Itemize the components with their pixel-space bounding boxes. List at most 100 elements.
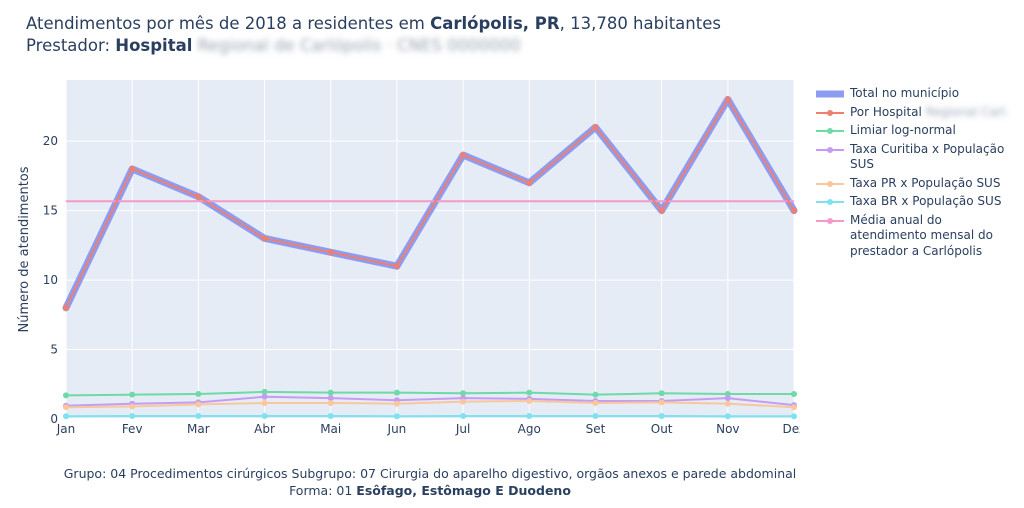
series-4-point [393,400,400,407]
series-1-point [327,249,334,256]
plot-area [66,80,794,419]
title-line-1: Atendimentos por mês de 2018 a residente… [26,13,721,35]
legend-swatch [816,146,844,153]
x-tick-label: Abr [254,422,275,436]
series-2-line [65,390,794,397]
series-4-point [658,399,665,406]
title-city: Carlópolis, PR [430,14,560,33]
footer-line-1: Grupo: 04 Procedimentos cirúrgicos Subgr… [63,466,797,481]
series-5-point [724,413,731,420]
x-tick-label: Mar [187,422,210,436]
footer-line-2: Forma: 01 Esôfago, Estômago E Duodeno [0,482,860,499]
x-tick-label: Dez [783,422,800,436]
series-2-point [724,390,731,397]
legend-swatch [816,199,844,205]
series-2-point [791,390,797,397]
y-tick-label: 10 [43,273,58,287]
x-tick-label: Jul [455,422,470,436]
series-5-point [129,412,136,419]
legend-item[interactable]: Taxa Curitiba x População SUS [812,142,1022,173]
series-4-point [261,400,268,407]
series-5-point [658,412,665,419]
series-5-point [791,413,797,420]
series-2-point [393,389,400,396]
x-tick-label: Set [586,422,606,436]
series-1-point [195,193,202,200]
y-tick-label: 5 [50,343,58,357]
series-5-point [460,412,467,419]
legend-label: Taxa BR x População SUS [850,194,1002,208]
legend-swatch [816,217,844,224]
legend-item[interactable]: Taxa BR x População SUS [812,194,1022,210]
line-chart: 0 5 10 15 20 Jan Fev Mar Abr Mai Jun Jul Ago Set Out No… [17,80,800,436]
legend-label: Limiar log-normal [850,123,956,137]
legend-swatch [816,90,844,98]
title-suffix: , 13,780 habitantes [559,14,721,33]
series-1-point [592,124,599,131]
series-4-point [129,403,136,410]
title-line-2: Prestador: Hospital Regional de Carlópol… [26,35,721,57]
series-2-point [658,390,665,397]
series-5-point [393,413,400,420]
provider-prefix: Prestador: [26,36,116,55]
x-tick-label: Ago [518,422,541,436]
series-1-point [526,179,533,186]
legend-item[interactable]: Limiar log-normal [812,123,1022,139]
series-2-point [261,388,268,395]
legend-label: Por Hospital Regional Carl. [850,104,1010,119]
legend-label: Média anual do atendimento mensal do pre… [850,212,993,258]
series-5-point [327,412,334,419]
chart-footer: Grupo: 04 Procedimentos cirúrgicos Subgr… [0,465,860,499]
series-2-point [526,389,533,396]
legend-swatch [816,128,844,134]
series-5-point [195,412,202,419]
legend-swatch [816,109,844,116]
series-4-point [724,400,731,407]
y-tick-label: 0 [50,412,58,426]
x-tick-label: Fev [122,422,143,436]
series-4-point [460,398,467,405]
x-tick-label: Nov [716,422,739,436]
legend-item[interactable]: Média anual do atendimento mensal do pre… [812,213,1022,260]
y-tick-label: 15 [43,204,58,218]
series-3-point [327,395,334,402]
series-2-point [327,389,334,396]
series-1-point [393,263,400,270]
series-1-point [791,207,797,214]
series-5-point [592,412,599,419]
series-5-point [261,412,268,419]
legend-item[interactable]: Por Hospital Regional Carl. [812,105,1022,121]
series-3-point [724,395,731,402]
provider-name: Hospital [115,36,193,55]
title-prefix: Atendimentos por mês de 2018 a residente… [26,14,431,33]
series-2-point [460,390,467,397]
legend-item[interactable]: Taxa PR x População SUS [812,176,1022,192]
chart-title: Atendimentos por mês de 2018 a residente… [26,13,721,57]
x-tick-label: Jan [56,422,76,436]
series-4-point [63,404,69,411]
legend-swatch [816,180,844,187]
y-tick-label: 20 [43,134,58,148]
series-4-point [195,401,202,408]
footer-form-prefix: Forma: 01 [289,483,357,498]
provider-redacted: Regional de Carlópolis · CNES 0000000 [197,36,521,55]
series-3-line [65,395,795,407]
series-1-point [460,152,467,159]
legend-item[interactable]: Total no município [812,86,1022,102]
x-tick-label: Jun [387,422,407,436]
legend-label-redacted: Regional Carl. [921,104,1010,119]
legend: Total no município Por Hospital Regional … [812,86,1022,262]
x-tick-label: Out [651,422,673,436]
legend-label: Taxa Curitiba x População SUS [850,141,1005,172]
series-5-point [526,412,533,419]
footer-form-name: Esôfago, Estômago E Duodeno [356,483,571,498]
series-2-point [63,392,69,399]
series-2-point [592,391,599,398]
series-2-point [195,390,202,397]
series-1-point [261,235,268,242]
series-1-point [129,165,136,172]
x-tick-label: Mai [320,422,341,436]
legend-label: Total no município [850,86,960,100]
series-1-point [658,207,665,214]
series-2-point [129,391,136,398]
